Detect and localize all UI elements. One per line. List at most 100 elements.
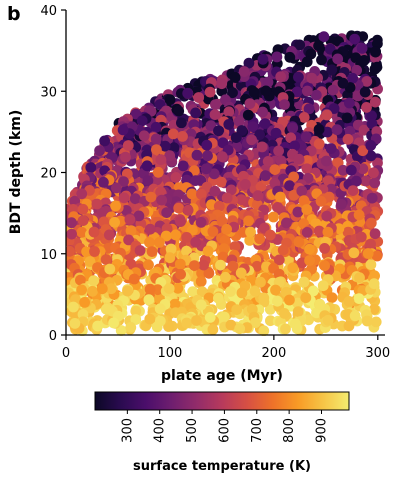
scatter-point [322,226,334,238]
scatter-point [213,125,224,137]
scatter-point [264,229,276,241]
scatter-point [349,33,361,45]
scatter-point [154,303,166,315]
scatter-point [246,134,257,146]
scatter-point [229,72,241,83]
scatter-point [122,140,134,151]
scatter-point [351,64,362,76]
scatter-point [361,102,372,113]
scatter-point [173,202,185,214]
scatter-point [255,276,266,288]
scatter-point [144,237,155,248]
scatter-point [96,206,108,218]
x-tick-label: 300 [365,346,390,361]
scatter-point [260,170,271,182]
scatter-point [125,225,137,237]
scatter-point [190,236,202,248]
scatter-point [210,99,221,110]
scatter-point [236,287,248,299]
scatter-point [143,294,155,306]
scatter-point [160,230,172,242]
scatter-point [321,155,332,167]
colorbar-tick-label: 800 [282,418,297,443]
scatter-point [195,217,207,228]
scatter-point [216,176,227,188]
scatter-point [216,85,228,97]
scatter-point [76,284,87,296]
scatter-point [144,223,156,235]
scatter-point [156,194,168,206]
scatter-point [293,153,305,165]
scatter-point [66,228,77,240]
scatter-point [165,243,177,255]
scatter-point [326,64,338,76]
scatter-point [296,185,308,197]
scatter-point [369,177,381,189]
scatter-point [188,252,200,264]
scatter-point [105,283,117,295]
scatter-point [369,96,381,108]
scatter-point [260,85,272,97]
scatter-point [167,128,179,140]
colorbar-tick-label: 400 [153,418,168,443]
scatter-point [332,53,344,65]
scatter-point [349,310,361,322]
scatter-point [277,244,289,256]
scatter-point [181,245,192,257]
scatter-point [196,188,207,200]
scatter-point [369,228,381,240]
scatter-point [288,171,299,183]
scatter-point [209,185,221,197]
scatter-point [100,254,112,265]
scatter-point [331,124,343,136]
scatter-point [357,145,369,157]
x-axis-ticks: 0 100 200 300 [62,335,390,361]
scatter-point [187,224,198,236]
scatter-point [172,282,184,294]
scatter-point [195,299,207,311]
scatter-point [117,124,129,136]
y-tick-label: 10 [40,248,57,263]
scatter-point [292,306,304,317]
scatter-point [111,182,122,194]
scatter-point [109,216,120,228]
scatter-point [125,258,137,270]
scatter-point [372,157,383,169]
scatter-point [187,286,199,298]
scatter-point [191,315,202,326]
scatter-point [341,112,353,124]
scatter-point [88,226,100,238]
scatter-point [220,271,231,283]
scatter-point [248,87,260,98]
scatter-point [298,195,310,207]
scatter-point [230,132,242,144]
scatter-point [298,276,310,288]
scatter-point [303,103,315,115]
scatter-point [238,66,250,77]
scatter-point [174,258,186,270]
scatter-point [273,145,284,157]
scatter-point [213,200,225,212]
scatter-point [262,156,274,167]
scatter-point [151,144,162,156]
scatter-point [217,251,229,263]
scatter-point [356,43,368,54]
scatter-point [124,214,136,225]
scatter-point [170,172,182,183]
scatter-point [288,189,300,201]
colorbar-gradient [94,391,350,411]
colorbar-tick-label: 700 [250,418,265,443]
scatter-point [146,246,158,257]
scatter-point [370,46,381,58]
scatter-point [319,243,330,254]
scatter-point [292,297,303,309]
scatter-point [244,235,256,246]
y-tick-label: 40 [40,4,57,19]
scatter-point [316,54,327,66]
scatter-point [103,229,115,241]
scatter-point [69,318,81,329]
scatter-point [371,61,383,73]
scatter-point [130,305,142,317]
scatter-point [371,250,383,262]
